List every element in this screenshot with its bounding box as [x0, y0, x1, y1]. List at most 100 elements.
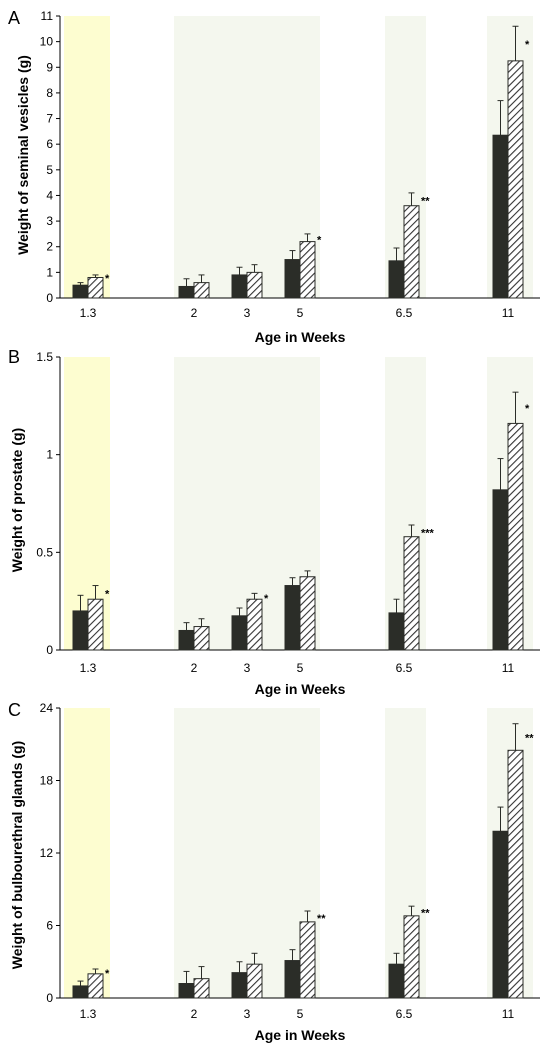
bar-solid-1.3 [72, 610, 89, 651]
y-axis-title: Weight of bulbourethral glands (g) [9, 741, 25, 969]
bar-hatched-5 [299, 576, 316, 651]
y-tick-label: 1.5 [36, 350, 53, 364]
x-tick-label: 6.5 [396, 661, 413, 675]
significance-marker: * [105, 589, 110, 601]
bar-hatched-11 [507, 749, 524, 999]
panel-b: B 0 0.5 1 1.5 * 1.3 2 * 3 5 *** 6.5 * 11 Age in Weeks We… [8, 347, 540, 697]
x-tick-label: 2 [191, 306, 198, 320]
bar-hatched-3 [246, 271, 263, 299]
significance-marker: ** [421, 196, 430, 208]
bar-hatched-6.5 [403, 205, 420, 299]
x-tick-label: 5 [297, 661, 304, 675]
y-tick-label: 24 [40, 701, 54, 715]
bar-solid-5 [284, 585, 301, 651]
bar-solid-11 [492, 134, 509, 299]
y-tick-label: 5 [46, 163, 53, 177]
x-tick-label: 1.3 [80, 661, 97, 675]
bar-hatched-5 [299, 241, 316, 299]
y-tick-label: 0 [46, 991, 53, 1005]
panel-letter: A [8, 8, 20, 28]
x-tick-label: 5 [297, 306, 304, 320]
bar-solid-11 [492, 830, 509, 999]
bar-hatched-11 [507, 60, 524, 299]
bar-solid-6.5 [388, 963, 405, 999]
panel-c: C 0 6 12 18 24 * 1.3 2 3 ** 5 ** 6.5 ** 11 Age in Weeks W… [8, 700, 540, 1043]
x-tick-label: 3 [244, 661, 251, 675]
bar-hatched-3 [246, 598, 263, 651]
panel-letter: C [8, 700, 21, 720]
x-tick-label: 6.5 [396, 1007, 413, 1021]
bar-hatched-2 [193, 282, 210, 299]
significance-marker: * [105, 968, 110, 980]
y-tick-label: 2 [46, 240, 53, 254]
y-tick-label: 18 [40, 774, 54, 788]
y-tick-label: 0 [46, 291, 53, 305]
bar-solid-5 [284, 960, 301, 999]
bar-solid-2 [178, 629, 195, 651]
x-tick-label: 11 [502, 1007, 515, 1021]
y-tick-label: 1 [46, 265, 53, 279]
bar-hatched-3 [246, 963, 263, 999]
bar-hatched-1.3 [87, 598, 104, 651]
bar-hatched-11 [507, 422, 524, 651]
bar-solid-11 [492, 489, 509, 651]
y-tick-label: 1 [46, 448, 53, 462]
bar-hatched-6.5 [403, 536, 420, 651]
x-axis-title: Age in Weeks [255, 681, 346, 697]
significance-marker: * [317, 234, 322, 246]
x-tick-label: 11 [502, 306, 515, 320]
y-tick-label: 12 [40, 846, 54, 860]
highlight-band-2 [174, 708, 320, 998]
y-tick-label: 3 [46, 214, 53, 228]
x-tick-label: 3 [244, 1007, 251, 1021]
x-tick-label: 1.3 [80, 1007, 97, 1021]
bar-hatched-2 [193, 978, 210, 999]
bar-solid-1.3 [72, 284, 89, 299]
significance-marker: * [264, 593, 269, 605]
bar-solid-3 [231, 274, 248, 299]
y-tick-label: 4 [46, 188, 53, 202]
x-tick-label: 2 [191, 661, 198, 675]
y-tick-label: 8 [46, 86, 53, 100]
y-tick-label: 6 [46, 919, 53, 933]
bar-solid-1.3 [72, 985, 89, 999]
x-tick-label: 1.3 [80, 306, 97, 320]
x-axis-title: Age in Weeks [255, 1027, 346, 1043]
panel-letter: B [8, 347, 20, 367]
significance-marker: ** [421, 908, 430, 920]
bar-solid-2 [178, 285, 195, 299]
significance-marker: ** [317, 913, 326, 925]
x-tick-label: 11 [502, 661, 515, 675]
x-tick-label: 2 [191, 1007, 198, 1021]
bar-solid-3 [231, 972, 248, 999]
significance-marker: * [525, 403, 530, 415]
highlight-band-1 [64, 16, 110, 298]
bar-solid-5 [284, 259, 301, 299]
y-axis-title: Weight of seminal vesicles (g) [15, 55, 31, 255]
x-tick-label: 5 [297, 1007, 304, 1021]
y-tick-label: 9 [46, 60, 53, 74]
significance-marker: * [525, 39, 530, 51]
significance-marker: ** [525, 733, 534, 745]
bar-solid-6.5 [388, 260, 405, 299]
bar-solid-2 [178, 983, 195, 999]
y-tick-label: 6 [46, 137, 53, 151]
y-tick-label: 11 [41, 9, 54, 23]
panel-a: A 0 1 2 3 4 5 6 7 8 9 10 11 * 1.3 2 3 * 5 ** 6.5 * 11 Age in We… [8, 8, 540, 345]
significance-marker: *** [421, 527, 435, 539]
bar-hatched-6.5 [403, 915, 420, 999]
x-axis-title: Age in Weeks [255, 329, 346, 345]
y-axis-title: Weight of prostate (g) [9, 428, 25, 572]
bar-hatched-1.3 [87, 276, 104, 299]
y-tick-label: 0.5 [36, 545, 53, 559]
bar-solid-6.5 [388, 612, 405, 651]
y-tick-label: 0 [46, 643, 53, 657]
x-tick-label: 3 [244, 306, 251, 320]
y-tick-label: 7 [46, 112, 53, 126]
bar-hatched-5 [299, 921, 316, 999]
bar-solid-3 [231, 615, 248, 651]
x-tick-label: 6.5 [396, 306, 413, 320]
highlight-band-2 [174, 16, 320, 298]
bar-hatched-1.3 [87, 973, 104, 999]
